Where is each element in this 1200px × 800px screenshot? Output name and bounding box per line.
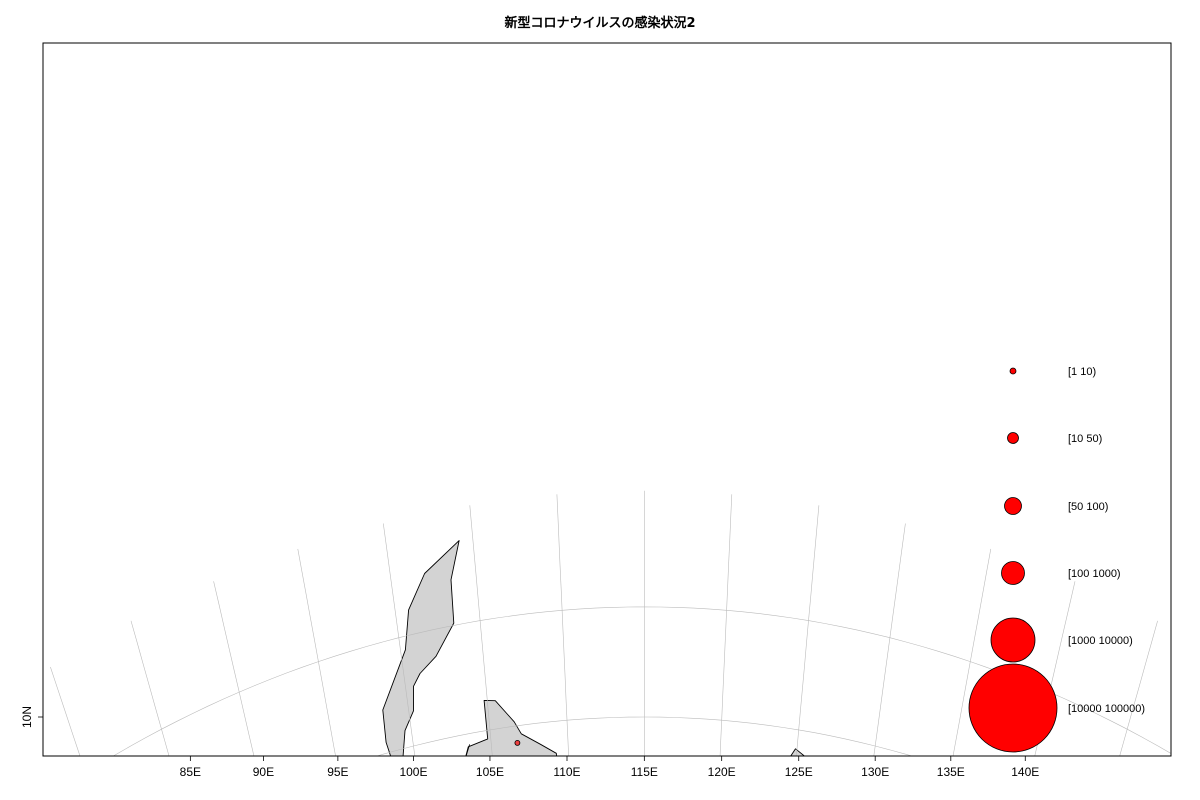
map-frame bbox=[42, 42, 1172, 757]
legend-label: [50 100) bbox=[1068, 501, 1108, 513]
graticule-lon bbox=[556, 494, 569, 756]
x-tick-label: 130E bbox=[861, 765, 889, 779]
y-tick-label: 10N bbox=[20, 706, 34, 728]
legend-bubble bbox=[1007, 432, 1019, 444]
x-tick-label: 85E bbox=[180, 765, 201, 779]
graticule-lon bbox=[796, 505, 820, 756]
legend-bubble bbox=[1009, 367, 1017, 375]
legend-label: [1 10) bbox=[1068, 366, 1096, 378]
x-tick-label: 115E bbox=[631, 765, 658, 779]
x-tick-label: 110E bbox=[553, 765, 580, 779]
graticule-lon bbox=[912, 720, 1200, 800]
land-mainland bbox=[382, 540, 558, 756]
x-tick-label: 140E bbox=[1011, 765, 1039, 779]
graticule-lon bbox=[873, 523, 906, 756]
legend-label: [100 1000) bbox=[1068, 568, 1121, 580]
legend-bubble bbox=[990, 617, 1036, 663]
graticule-lon bbox=[469, 505, 493, 756]
graticule-lon bbox=[0, 779, 347, 800]
graticule-lon bbox=[942, 779, 1200, 800]
x-tick-label: 95E bbox=[327, 765, 348, 779]
land-luzon bbox=[715, 784, 781, 800]
graticule-lon bbox=[0, 720, 377, 800]
legend-bubble bbox=[1004, 497, 1022, 515]
land-samar bbox=[790, 748, 806, 756]
legend-bubble bbox=[968, 663, 1058, 753]
legend-bubble bbox=[1001, 561, 1025, 585]
x-tick-label: 135E bbox=[937, 765, 965, 779]
x-tick-label: 105E bbox=[476, 765, 504, 779]
legend-label: [10 50) bbox=[1068, 433, 1102, 445]
x-tick-label: 120E bbox=[708, 765, 736, 779]
legend-label: [10000 100000) bbox=[1068, 703, 1145, 715]
graticule-lon bbox=[952, 548, 992, 756]
map-area bbox=[0, 490, 1200, 800]
x-tick-label: 90E bbox=[253, 765, 274, 779]
x-tick-label: 100E bbox=[399, 765, 427, 779]
graticule-lon bbox=[50, 666, 81, 756]
graticule-lon bbox=[383, 523, 416, 756]
map-title: 新型コロナウイルスの感染状況2 bbox=[504, 16, 696, 31]
graticule-lon bbox=[719, 494, 733, 756]
case-bubble bbox=[514, 740, 521, 746]
x-tick-label: 125E bbox=[785, 765, 813, 779]
legend-label: [1000 10000) bbox=[1068, 635, 1133, 647]
